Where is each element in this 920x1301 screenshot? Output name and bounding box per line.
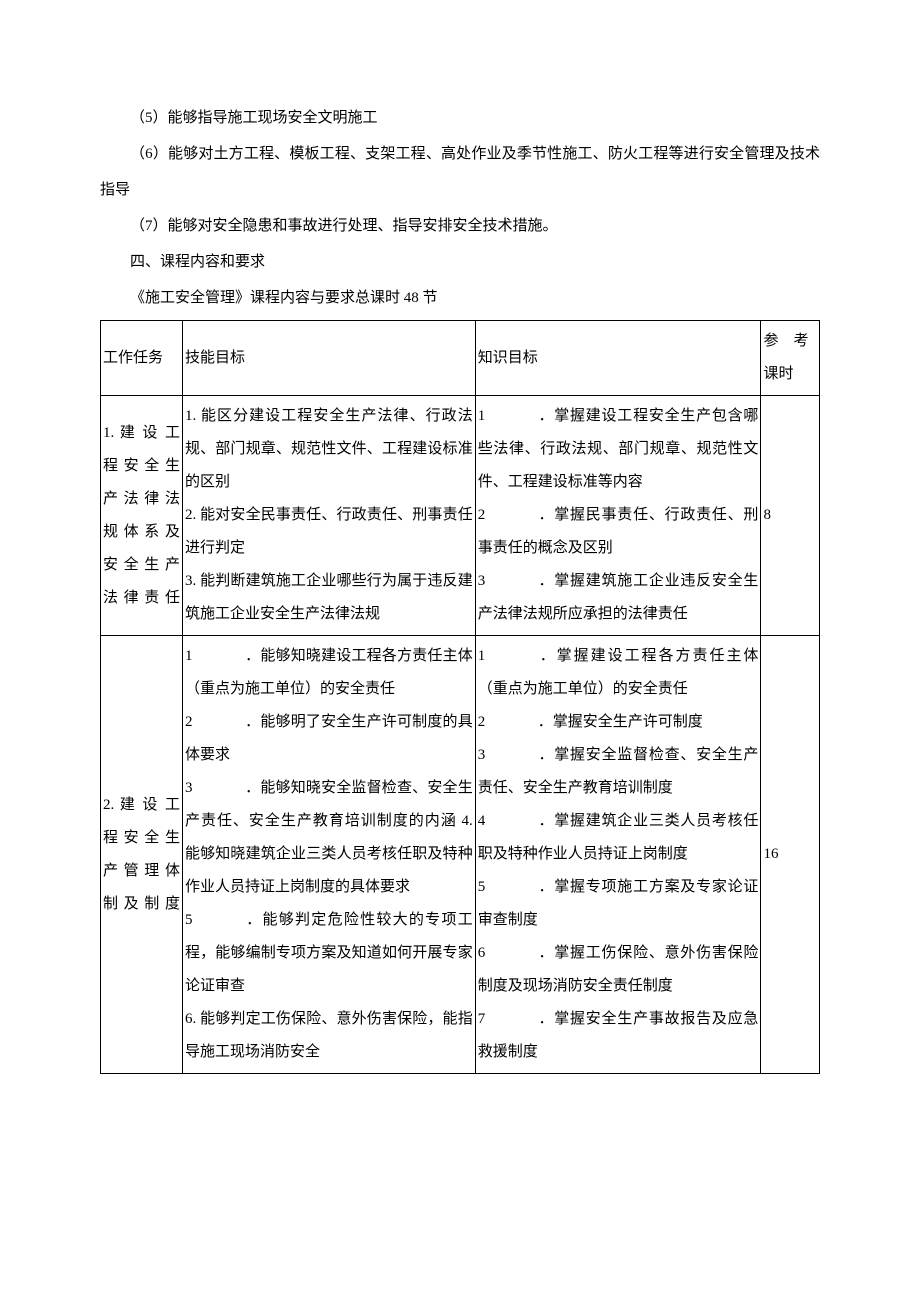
hours-cell: 16 <box>761 636 820 1074</box>
header-skill: 技能目标 <box>182 321 475 396</box>
list-item: 1．掌握建设工程各方责任主体（重点为施工单位）的安全责任 <box>478 640 759 706</box>
list-item: 2．能够明了安全生产许可制度的具体要求 <box>185 706 473 772</box>
skill-list: 1.能区分建设工程安全生产法律、行政法规、部门规章、规范性文件、工程建设标准的区… <box>185 400 473 631</box>
list-item: 1．掌握建设工程安全生产包含哪些法律、行政法规、部门规章、规范性文件、工程建设标… <box>478 400 759 499</box>
table-caption: 《施工安全管理》课程内容与要求总课时 48 节 <box>100 280 820 316</box>
header-task: 工作任务 <box>101 321 183 396</box>
paragraph-6-text: （6）能够对土方工程、模板工程、支架工程、高处作业及季节性施工、防火工程等进行安… <box>100 146 820 198</box>
course-table: 工作任务 技能目标 知识目标 参 考 课时 1. 建 设 工程 安 全 生产 法… <box>100 320 820 1074</box>
document-page: （5）能够指导施工现场安全文明施工 （6）能够对土方工程、模板工程、支架工程、高… <box>0 0 920 1074</box>
list-item: 2．掌握民事责任、行政责任、刑事责任的概念及区别 <box>478 499 759 565</box>
knowledge-cell: 1．掌握建设工程安全生产包含哪些法律、行政法规、部门规章、规范性文件、工程建设标… <box>475 396 761 636</box>
task-cell: 2. 建 设 工程 安 全 生产 管 理 体制及制度 <box>101 636 183 1074</box>
list-item: 6．掌握工伤保险、意外伤害保险制度及现场消防安全责任制度 <box>478 937 759 1003</box>
paragraph-5: （5）能够指导施工现场安全文明施工 <box>100 100 820 136</box>
list-item: 7．掌握安全生产事故报告及应急救援制度 <box>478 1003 759 1069</box>
skill-cell: 1．能够知晓建设工程各方责任主体（重点为施工单位）的安全责任 2．能够明了安全生… <box>182 636 475 1074</box>
section-title: 四、课程内容和要求 <box>100 244 820 280</box>
list-item: 1．能够知晓建设工程各方责任主体（重点为施工单位）的安全责任 <box>185 640 473 706</box>
paragraph-6: （6）能够对土方工程、模板工程、支架工程、高处作业及季节性施工、防火工程等进行安… <box>100 136 820 208</box>
knowledge-list: 1．掌握建设工程安全生产包含哪些法律、行政法规、部门规章、规范性文件、工程建设标… <box>478 400 759 631</box>
list-item: 3．能够知晓安全监督检查、安全生产责任、安全生产教育培训制度的内涵 4. 能够知… <box>185 772 473 904</box>
skill-cell: 1.能区分建设工程安全生产法律、行政法规、部门规章、规范性文件、工程建设标准的区… <box>182 396 475 636</box>
header-hours-line2: 课时 <box>763 366 793 382</box>
list-item: 5．能够判定危险性较大的专项工程，能够编制专项方案及知道如何开展专家论证审查 <box>185 904 473 1003</box>
skill-list: 1．能够知晓建设工程各方责任主体（重点为施工单位）的安全责任 2．能够明了安全生… <box>185 640 473 1069</box>
knowledge-list: 1．掌握建设工程各方责任主体（重点为施工单位）的安全责任 2．掌握安全生产许可制… <box>478 640 759 1069</box>
header-hours: 参 考 课时 <box>761 321 820 396</box>
hours-cell: 8 <box>761 396 820 636</box>
list-item: 4．掌握建筑企业三类人员考核任职及特种作业人员持证上岗制度 <box>478 805 759 871</box>
list-item: 3.能判断建筑施工企业哪些行为属于违反建筑施工企业安全生产法律法规 <box>185 565 473 631</box>
list-item: 5．掌握专项施工方案及专家论证审查制度 <box>478 871 759 937</box>
list-item: 3．掌握安全监督检查、安全生产责任、安全生产教育培训制度 <box>478 739 759 805</box>
list-item: 1.能区分建设工程安全生产法律、行政法规、部门规章、规范性文件、工程建设标准的区… <box>185 400 473 499</box>
list-item: 3．掌握建筑施工企业违反安全生产法律法规所应承担的法律责任 <box>478 565 759 631</box>
header-hours-line1: 参 考 <box>763 333 808 349</box>
list-item: 2.能对安全民事责任、行政责任、刑事责任进行判定 <box>185 499 473 565</box>
task-cell: 1. 建 设 工程 安 全 生产 法 律 法规 体 系 及安 全 生 产法律责任 <box>101 396 183 636</box>
knowledge-cell: 1．掌握建设工程各方责任主体（重点为施工单位）的安全责任 2．掌握安全生产许可制… <box>475 636 761 1074</box>
table-row: 1. 建 设 工程 安 全 生产 法 律 法规 体 系 及安 全 生 产法律责任… <box>101 396 820 636</box>
paragraph-7: （7）能够对安全隐患和事故进行处理、指导安排安全技术措施。 <box>100 208 820 244</box>
list-item: 2．掌握安全生产许可制度 <box>478 706 759 739</box>
list-item: 6.能够判定工伤保险、意外伤害保险，能指导施工现场消防安全 <box>185 1003 473 1069</box>
header-knowledge: 知识目标 <box>475 321 761 396</box>
table-row: 2. 建 设 工程 安 全 生产 管 理 体制及制度 1．能够知晓建设工程各方责… <box>101 636 820 1074</box>
table-header-row: 工作任务 技能目标 知识目标 参 考 课时 <box>101 321 820 396</box>
